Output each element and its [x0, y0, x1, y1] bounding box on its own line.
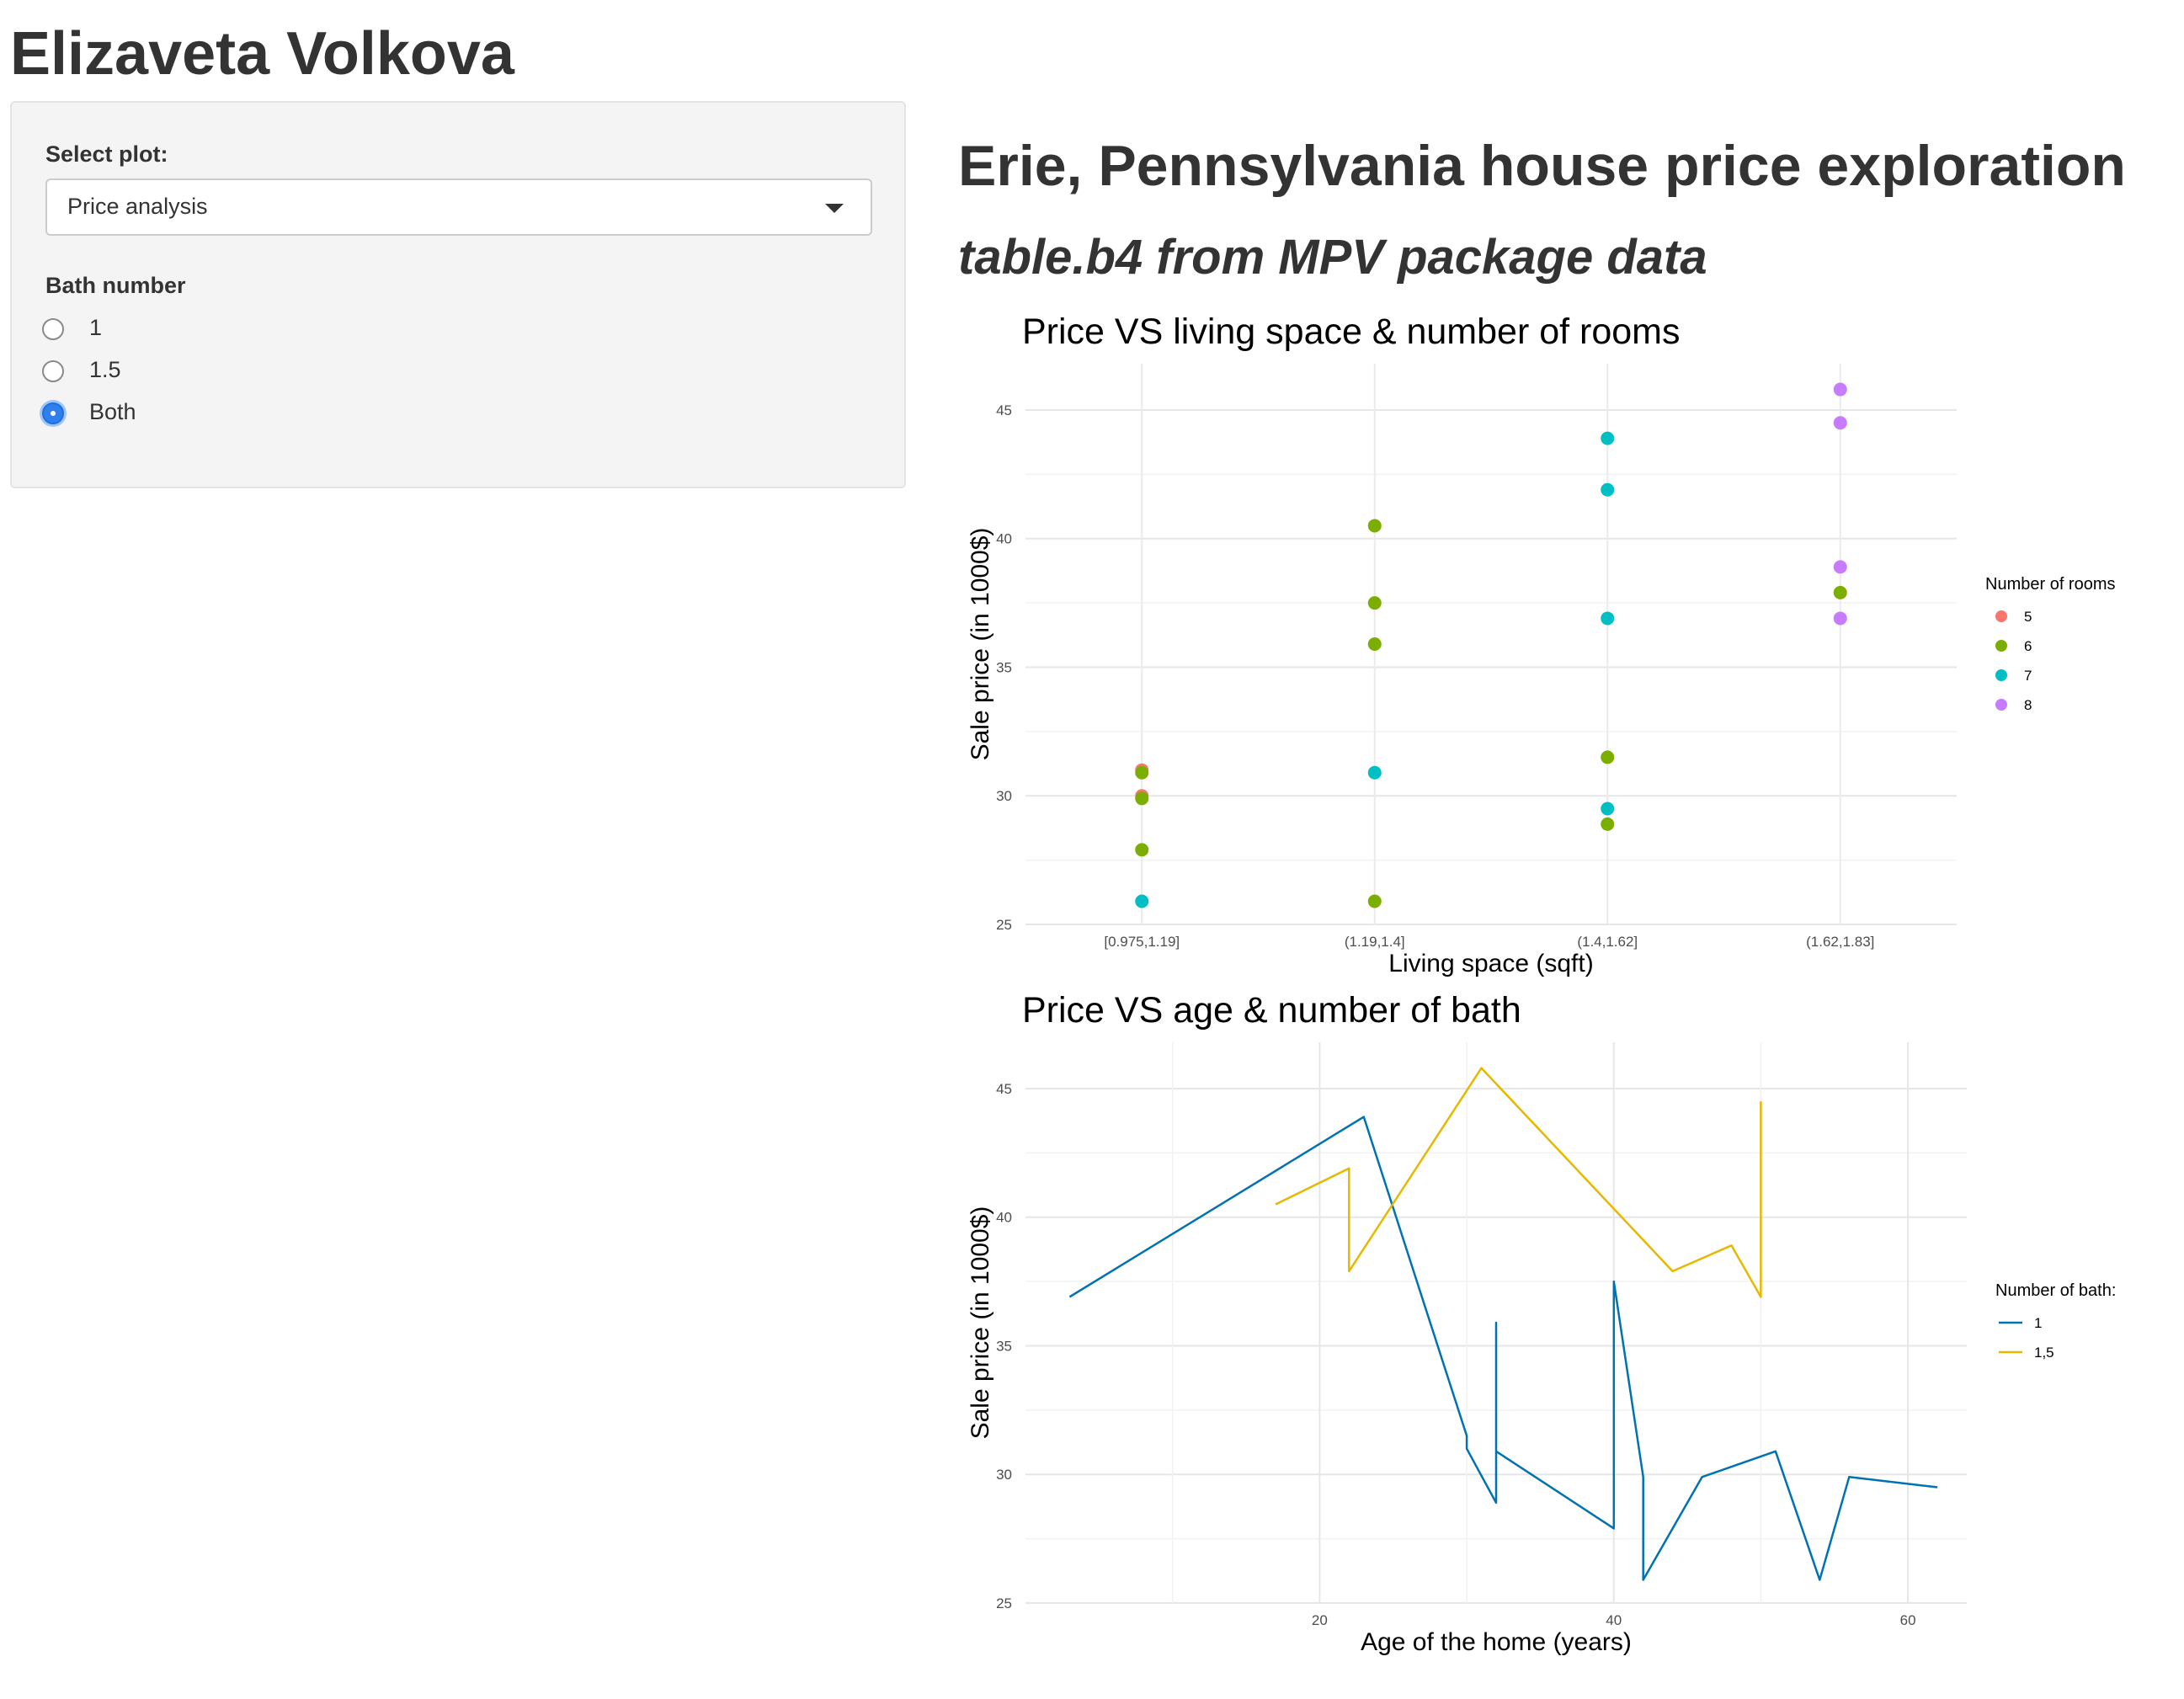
- sidebar-panel: Select plot: Price analysis Bath number …: [10, 101, 906, 488]
- app-title: Elizaveta Volkova: [10, 20, 514, 88]
- data-point: [1367, 596, 1382, 610]
- chart-title: Price VS living space & number of rooms: [1022, 312, 1681, 352]
- x-tick-label: (1.62,1.83]: [1806, 934, 1874, 950]
- radio-button[interactable]: [42, 318, 64, 340]
- data-point: [1833, 560, 1847, 574]
- data-point: [1833, 611, 1847, 626]
- legend-label: 1,5: [2034, 1345, 2054, 1361]
- chart-title: Price VS age & number of bath: [1022, 990, 1521, 1031]
- series-line: [1068, 1116, 1938, 1581]
- data-point: [1367, 637, 1382, 651]
- legend-key: [1995, 699, 2007, 711]
- y-tick-label: 35: [996, 1338, 1012, 1354]
- y-tick-label: 45: [996, 402, 1012, 418]
- x-tick-label: (1.19,1.4]: [1345, 934, 1405, 950]
- data-point: [1601, 802, 1615, 816]
- page-subtitle: table.b4 from MPV package data: [958, 230, 1707, 285]
- x-tick-label: [0.975,1.19]: [1104, 934, 1180, 950]
- data-point: [1367, 765, 1382, 780]
- x-tick-label: 40: [1606, 1612, 1622, 1628]
- x-axis-label: Age of the home (years): [1361, 1628, 1632, 1656]
- data-point: [1833, 416, 1847, 430]
- radio-button-selected[interactable]: [42, 402, 64, 424]
- radio-label: Both: [89, 399, 136, 424]
- y-tick-label: 45: [996, 1081, 1012, 1097]
- data-point: [1601, 431, 1615, 445]
- legend-key: [1995, 640, 2007, 652]
- radio-label: 1: [89, 315, 103, 340]
- bath-number-label: Bath number: [45, 273, 186, 298]
- x-tick-label: 60: [1900, 1612, 1916, 1628]
- legend-label: 6: [2024, 638, 2032, 654]
- radio-button[interactable]: [42, 360, 64, 382]
- data-point: [1601, 611, 1615, 626]
- radio-dot-icon: [51, 411, 56, 416]
- legend-title: Number of bath:: [1995, 1281, 2116, 1300]
- data-point: [1367, 519, 1382, 533]
- x-tick-label: (1.4,1.62]: [1577, 934, 1638, 950]
- data-point: [1601, 482, 1615, 497]
- y-tick-label: 25: [996, 1595, 1012, 1611]
- data-point: [1367, 894, 1382, 908]
- legend-title: Number of rooms: [1985, 575, 2116, 594]
- bath-line-chart: Price VS age & number of bath 25 30 35 40 45 2…: [967, 990, 2116, 1656]
- plot-select-value: Price analysis: [67, 194, 208, 219]
- data-point: [1833, 382, 1847, 397]
- select-plot-label: Select plot:: [45, 141, 168, 167]
- rooms-scatter-chart: Price VS living space & number of rooms 2…: [967, 312, 2116, 977]
- page-title: Erie, Pennsylvania house price explorati…: [958, 134, 2126, 198]
- data-point: [1135, 894, 1149, 908]
- legend-key: [1995, 669, 2007, 681]
- legend-label: 5: [2024, 609, 2032, 625]
- series-line: [1275, 1067, 1762, 1298]
- legend-label: 8: [2024, 697, 2032, 713]
- data-point: [1135, 765, 1149, 780]
- y-tick-label: 40: [996, 1210, 1012, 1226]
- x-tick-label: 20: [1312, 1612, 1328, 1628]
- plot-select-dropdown[interactable]: Price analysis: [45, 178, 872, 236]
- caret-down-icon[interactable]: [825, 204, 844, 213]
- y-tick-label: 30: [996, 788, 1012, 804]
- y-tick-label: 40: [996, 531, 1012, 547]
- y-axis-label: Sale price (in 1000$): [967, 1206, 994, 1440]
- y-tick-label: 30: [996, 1467, 1012, 1483]
- legend-key: [1995, 610, 2007, 622]
- y-tick-label: 35: [996, 659, 1012, 675]
- x-axis-label: Living space (sqft): [1388, 950, 1593, 977]
- data-point: [1135, 791, 1149, 806]
- radio-label: 1.5: [89, 357, 121, 382]
- legend-label: 7: [2024, 668, 2032, 684]
- data-point: [1135, 843, 1149, 857]
- data-point: [1833, 585, 1847, 599]
- y-tick-label: 25: [996, 917, 1012, 933]
- y-axis-label: Sale price (in 1000$): [967, 528, 994, 761]
- data-point: [1601, 817, 1615, 831]
- data-point: [1601, 750, 1615, 764]
- legend-label: 1: [2034, 1315, 2042, 1331]
